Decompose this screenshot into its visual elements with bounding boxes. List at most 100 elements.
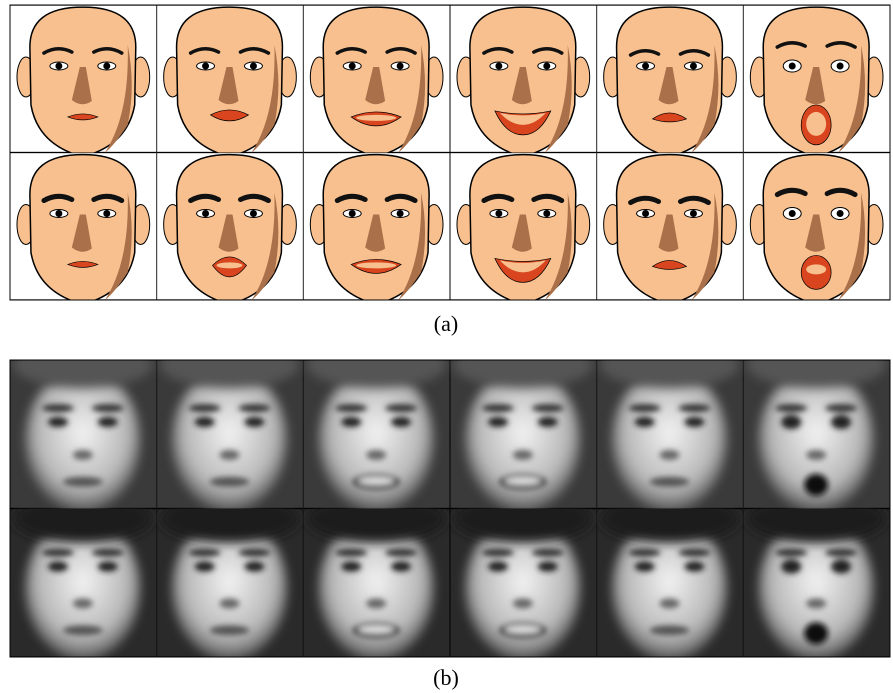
photo-cell: [596, 508, 744, 657]
photo-eye: [684, 561, 705, 572]
eyebrow: [384, 193, 418, 204]
photo-nose: [659, 449, 680, 460]
photo-brow: [531, 404, 564, 413]
photo-brow: [91, 548, 124, 557]
photo-hair: [13, 508, 153, 543]
photo-eye: [831, 415, 852, 430]
photo-eye: [634, 417, 655, 428]
photo-head: [758, 368, 875, 509]
nose: [805, 67, 826, 105]
nose: [511, 214, 532, 252]
photo-cell: [743, 360, 890, 509]
eyebrow: [92, 47, 124, 55]
lip: [651, 112, 688, 123]
photo-hair: [746, 360, 886, 389]
photo-head: [318, 368, 435, 509]
photo-nose: [72, 598, 93, 609]
teeth: [356, 114, 397, 121]
cartoon-cell: [10, 5, 157, 153]
photo-eye: [391, 417, 412, 428]
photo-teeth: [358, 625, 395, 634]
eyebrow: [334, 193, 368, 204]
photo-brow: [628, 548, 661, 557]
eyebrow: [41, 193, 75, 204]
eyebrow: [482, 47, 514, 55]
photo-nose: [806, 598, 827, 609]
pupil: [55, 210, 63, 218]
photo-hair: [453, 508, 593, 543]
photo-eye: [537, 417, 558, 428]
pupil: [202, 62, 210, 70]
photo-nose: [366, 598, 387, 609]
cartoon-cell: [450, 5, 597, 153]
features: [188, 404, 271, 487]
eyebrow: [824, 187, 858, 198]
pupil: [836, 62, 844, 70]
features: [41, 404, 124, 487]
eyebrow: [42, 47, 74, 55]
eyebrow: [677, 195, 711, 206]
photo-mouth: [804, 473, 829, 496]
nose: [71, 214, 92, 252]
features: [775, 404, 858, 496]
pupil: [836, 210, 844, 218]
mouth: [800, 104, 832, 146]
photo-eye: [781, 415, 802, 430]
eyebrow: [481, 193, 515, 204]
nose: [71, 67, 92, 105]
photo-head: [464, 368, 581, 509]
photo-eye: [97, 561, 118, 572]
photo-eye: [487, 561, 508, 572]
photo-brow: [41, 548, 74, 557]
photo-cell: [156, 508, 304, 657]
mouth: [350, 111, 402, 127]
eyebrow: [531, 193, 565, 204]
cartoon-cell: [596, 5, 744, 153]
photo-nose: [219, 449, 240, 460]
mouth: [800, 255, 832, 290]
cheek-shadow: [251, 45, 279, 153]
eyebrow: [628, 195, 662, 206]
panel-b-border: [9, 359, 891, 658]
photo-brow: [825, 404, 858, 413]
pupil: [249, 210, 257, 218]
mouth: [651, 260, 688, 270]
photo-brow: [238, 404, 271, 413]
eyebrow: [775, 41, 807, 49]
photo-mouth: [209, 625, 250, 636]
cheek-shadow: [104, 192, 132, 300]
lip: [66, 261, 99, 268]
mouth: [494, 257, 552, 283]
teeth: [216, 262, 243, 269]
lip: [66, 113, 99, 121]
photo-cell: [156, 360, 304, 509]
pupil: [543, 210, 551, 218]
photo-hair: [599, 508, 740, 543]
photo-nose: [512, 449, 533, 460]
cheek-shadow: [544, 45, 572, 153]
features: [335, 404, 418, 490]
photo-hair: [599, 360, 740, 389]
pupil: [788, 210, 796, 218]
eyebrow: [678, 49, 711, 57]
pupil: [348, 210, 356, 218]
photo-brow: [628, 404, 661, 413]
photo-eye: [244, 417, 265, 428]
mouth: [494, 110, 552, 136]
cartoon-cell: [303, 5, 451, 153]
nose: [218, 214, 239, 252]
features: [628, 548, 711, 636]
teeth: [499, 260, 546, 273]
photo-eye: [244, 561, 265, 572]
photo-brow: [335, 404, 368, 413]
photo-cell: [450, 508, 597, 657]
lip: [651, 260, 688, 270]
cheek-shadow: [251, 192, 279, 300]
photo-hair: [13, 360, 153, 389]
teeth: [806, 264, 827, 275]
mouth: [651, 112, 688, 123]
pupil: [249, 62, 257, 70]
photo-nose: [219, 598, 240, 609]
photo-brow: [335, 548, 368, 557]
photo-mouth: [62, 625, 103, 636]
